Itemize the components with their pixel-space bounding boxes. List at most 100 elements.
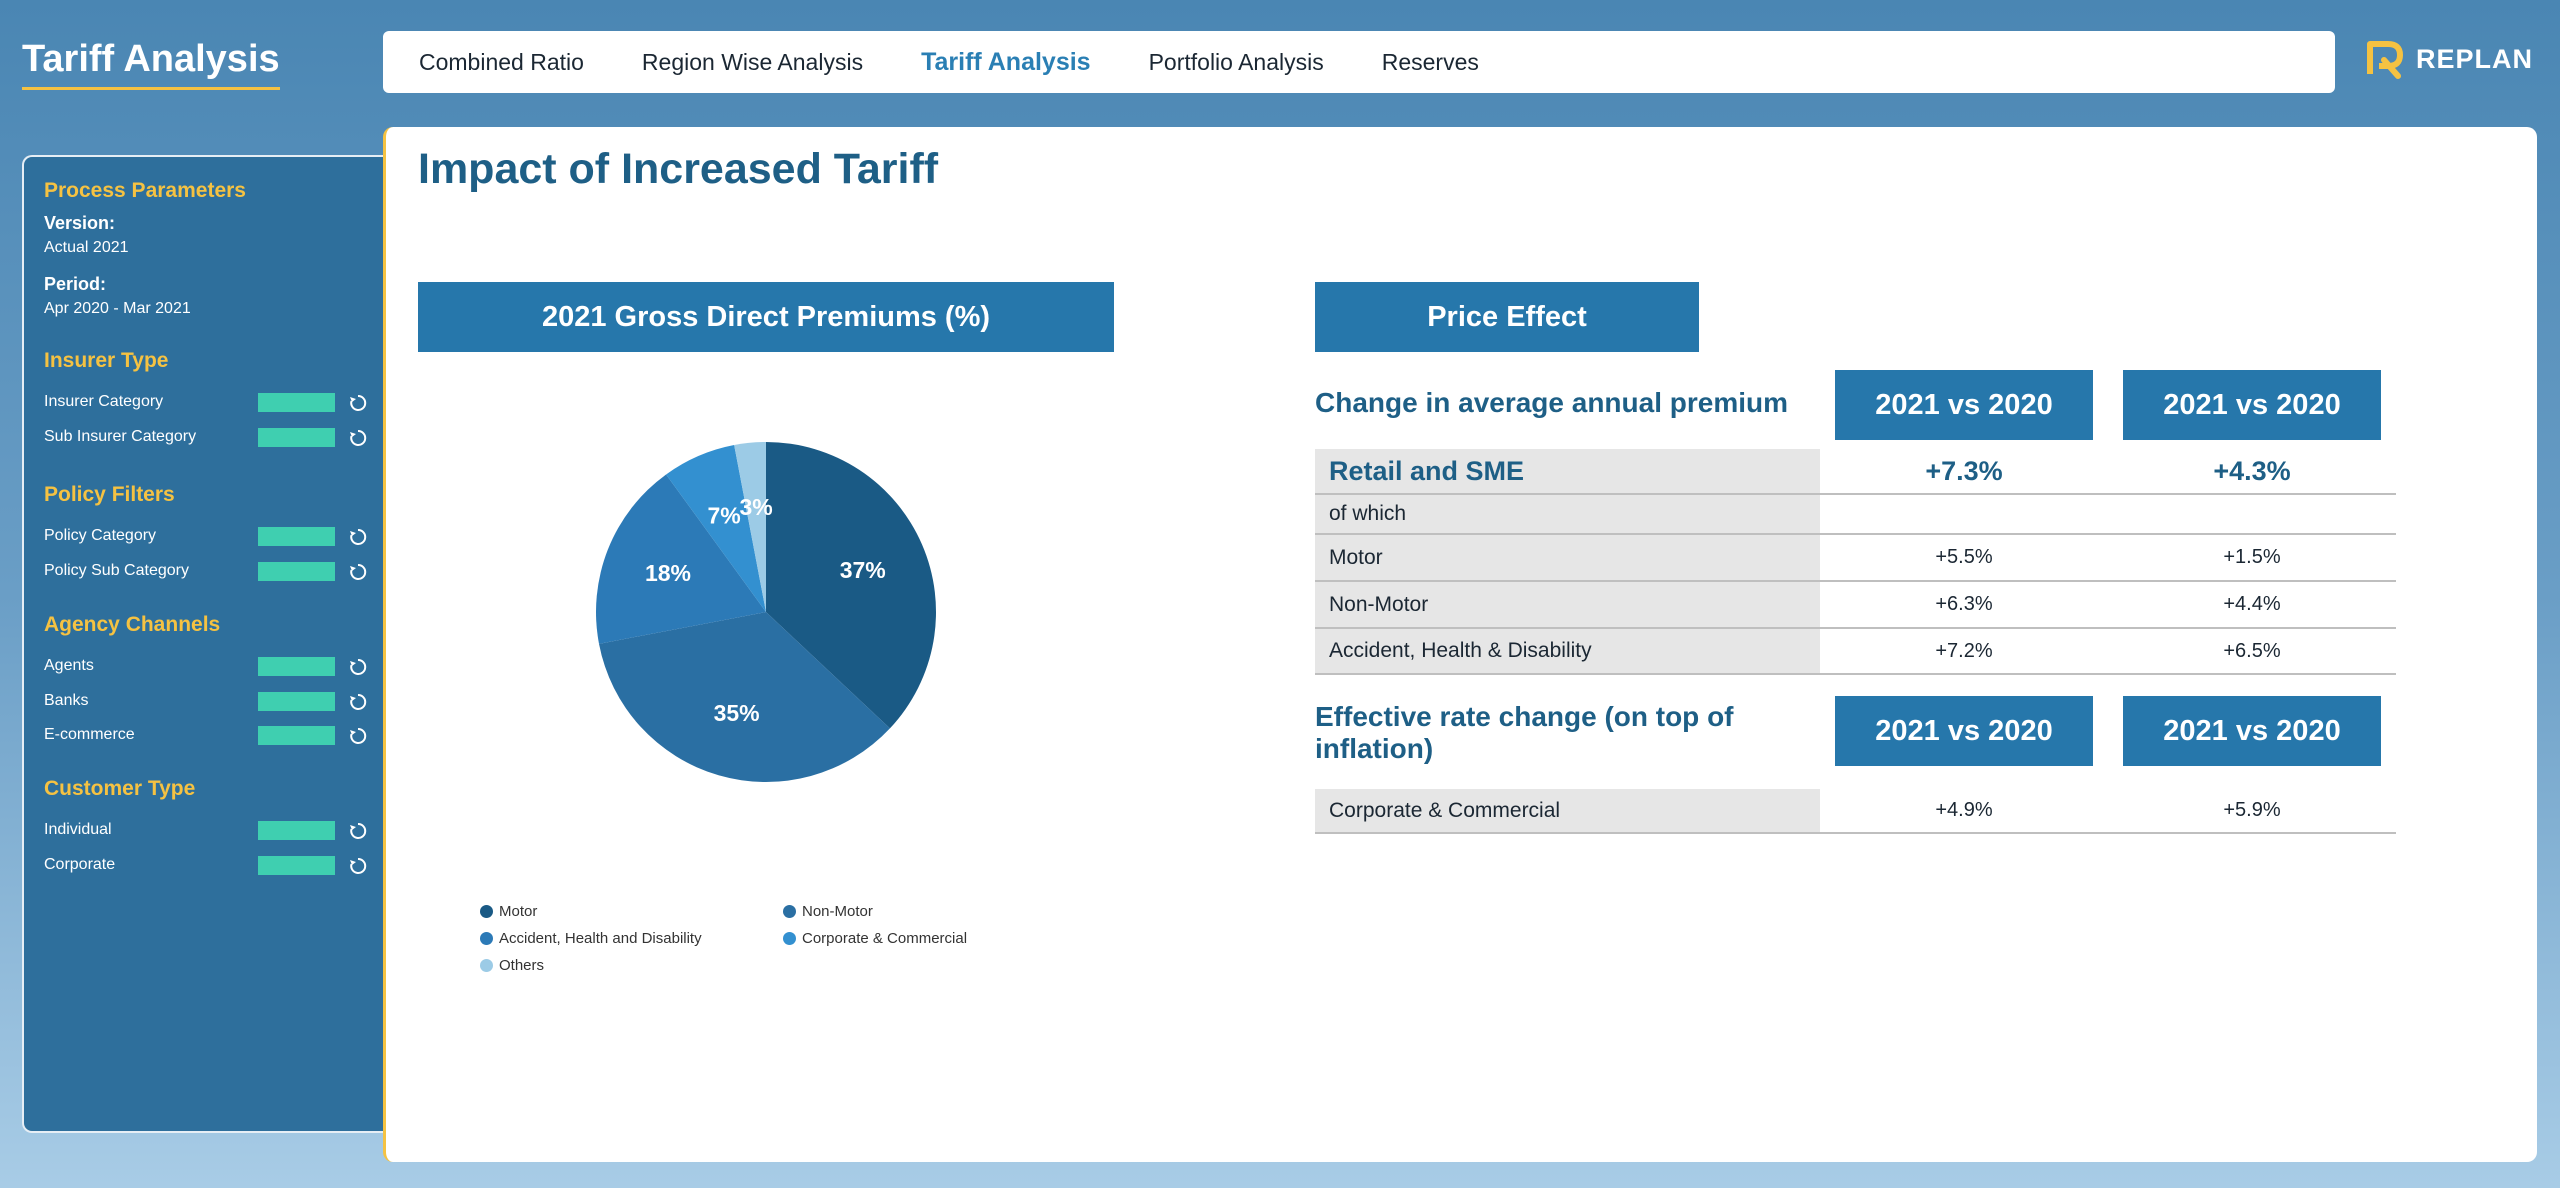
legend-dot [480,932,493,945]
filter-label: Corporate [44,856,116,873]
period-label: Period: [44,274,107,294]
legend-label: Non-Motor [802,903,873,920]
tab-region-wise-analysis[interactable]: Region Wise Analysis [641,48,864,75]
tab-portfolio-analysis[interactable]: Portfolio Analysis [1148,48,1324,75]
filter-agents[interactable]: Agents [44,657,367,677]
pie-slice-corporate-commercial [666,445,766,612]
pie-label-motor: 37% [840,557,886,583]
value-corporate-commercial-col2: +5.9% [2108,789,2396,834]
section-heading-effective-rate: Effective rate change (on top of inflati… [1315,701,1734,764]
filter-label: E-commerce [44,726,135,743]
filter-label: Individual [44,821,112,838]
row-label-non-motor: Non-Motor [1315,582,1820,629]
pie-label-corporate-commercial: 7% [708,502,741,528]
pie-slice-others [734,442,766,612]
filter-label: Insurer Category [44,393,164,410]
filter-selector[interactable] [258,562,335,581]
legend-item-corporate-commercial: Corporate & Commercial [783,930,967,947]
replan-logo-icon [2367,41,2403,79]
reset-icon[interactable] [348,692,368,712]
filter-selector[interactable] [258,657,335,676]
app-title: Tariff Analysis [22,38,280,90]
policy-filters-title: Policy Filters [44,483,175,506]
value-non-motor-col1: +6.3% [1820,582,2108,629]
filter-policy-category[interactable]: Policy Category [44,527,367,547]
filter-selector[interactable] [258,393,335,412]
version-label: Version: [44,213,116,233]
main-panel: Impact of Increased Tariff 2021 Gross Di… [383,127,2537,1162]
row-label-corporate-commercial: Corporate & Commercial [1315,789,1820,834]
legend-dot [783,905,796,918]
filter-insurer-category[interactable]: Insurer Category [44,393,367,413]
filter-sub-insurer-category[interactable]: Sub Insurer Category [44,428,367,448]
row-label-accident-health: Accident, Health & Disability [1315,629,1820,675]
filter-sidebar: Process Parameters Version: Actual 2021 … [22,155,384,1133]
legend-item-accident-health: Accident, Health and Disability [480,930,702,947]
filter-selector[interactable] [258,821,335,840]
legend-item-motor: Motor [480,903,537,920]
filter-individual[interactable]: Individual [44,821,367,841]
legend-label: Motor [499,903,538,920]
legend-label: Corporate & Commercial [802,930,968,947]
filter-label: Agents [44,657,94,674]
filter-banks[interactable]: Banks [44,692,367,712]
customer-type-title: Customer Type [44,777,196,800]
filter-policy-sub-category[interactable]: Policy Sub Category [44,562,367,582]
period-value: Apr 2020 - Mar 2021 [44,300,191,317]
filter-label: Policy Category [44,527,157,544]
tab-combined-ratio[interactable]: Combined Ratio [419,48,584,75]
process-parameters-title: Process Parameters [44,179,246,202]
reset-icon[interactable] [348,562,368,582]
filter-e-commerce[interactable]: E-commerce [44,726,367,746]
reset-icon[interactable] [348,821,368,841]
version-value: Actual 2021 [44,239,129,256]
value-of-which-col2 [2108,495,2396,535]
row-label-of-which: of which [1315,495,1820,535]
reset-icon[interactable] [348,428,368,448]
reset-icon[interactable] [348,527,368,547]
value-corporate-commercial-col1: +4.9% [1820,789,2108,834]
agency-channels-title: Agency Channels [44,613,221,636]
tab-tariff-analysis[interactable]: Tariff Analysis [921,47,1091,76]
page-title: Impact of Increased Tariff [418,145,939,193]
filter-corporate[interactable]: Corporate [44,856,367,876]
value-retail-sme-col1: +7.3% [1820,449,2108,495]
filter-selector[interactable] [258,856,335,875]
legend-item-others: Others [480,957,544,974]
premiums-pie-chart: 37% 35% 18% 7%3% [596,442,936,782]
column-header-2021-vs-2020: 2021 vs 2020 [1835,696,2093,766]
reset-icon[interactable] [348,657,368,677]
top-navigation: Combined Ratio Region Wise Analysis Tari… [383,31,2335,93]
reset-icon[interactable] [348,856,368,876]
column-header-2021-vs-2020: 2021 vs 2020 [1835,370,2093,440]
filter-label: Policy Sub Category [44,562,189,579]
row-label-motor: Motor [1315,535,1820,582]
pie-label-accident-health: 18% [645,560,691,586]
filter-selector[interactable] [258,527,335,546]
logo-text: REPLAN [2416,43,2534,74]
reset-icon[interactable] [348,393,368,413]
legend-item-non-motor: Non-Motor [783,903,873,920]
legend-dot [480,905,493,918]
insurer-type-title: Insurer Type [44,349,169,372]
filter-selector[interactable] [258,428,335,447]
value-motor-col1: +5.5% [1820,535,2108,582]
filter-selector[interactable] [258,726,335,745]
value-motor-col2: +1.5% [2108,535,2396,582]
section-heading-average-premium: Change in average annual premium [1315,387,1789,418]
row-label-retail-sme: Retail and SME [1315,449,1820,495]
brand-logo: REPLAN [2364,38,2533,80]
legend-dot [480,959,493,972]
legend-label: Others [499,957,545,974]
pie-label-others: 3% [739,494,772,520]
tab-reserves[interactable]: Reserves [1381,48,1479,75]
filter-selector[interactable] [258,692,335,711]
pie-slice-non-motor [599,612,890,782]
reset-icon[interactable] [348,726,368,746]
price-effect-header: Price Effect [1315,282,1699,352]
legend-label: Accident, Health and Disability [499,930,702,947]
value-accident-health-col1: +7.2% [1820,629,2108,675]
column-header-2021-vs-2020: 2021 vs 2020 [2123,370,2381,440]
value-retail-sme-col2: +4.3% [2108,449,2396,495]
value-non-motor-col2: +4.4% [2108,582,2396,629]
